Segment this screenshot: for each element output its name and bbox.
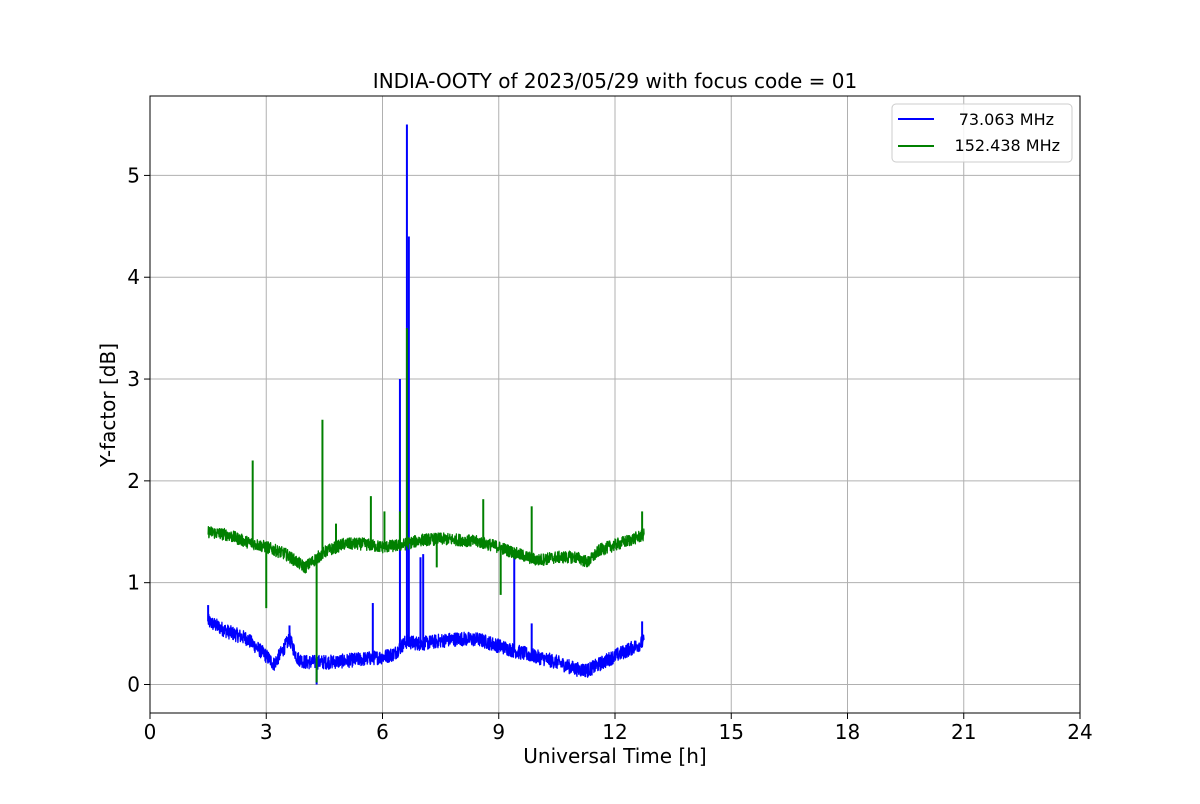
legend: 73.063 MHz 152.438 MHz [891, 103, 1073, 163]
x-tick-label: 24 [1067, 720, 1092, 744]
x-tick-label: 0 [144, 720, 157, 744]
y-tick-label: 4 [127, 265, 140, 289]
x-tick-label: 12 [602, 720, 627, 744]
x-tick-label: 9 [492, 720, 505, 744]
y-tick-label: 2 [127, 469, 140, 493]
series-line-0 [207, 614, 645, 678]
x-tick-label: 18 [835, 720, 860, 744]
x-tick-label: 3 [260, 720, 273, 744]
chart-title: INDIA-OOTY of 2023/05/29 with focus code… [373, 69, 857, 93]
x-axis-label: Universal Time [h] [523, 744, 706, 768]
legend-label-series-0: 73.063 MHz [959, 110, 1054, 129]
y-tick-label: 5 [127, 163, 140, 187]
x-tick-label: 21 [951, 720, 976, 744]
x-tick-label: 6 [376, 720, 389, 744]
y-tick-label: 1 [127, 571, 140, 595]
legend-label-series-1: 152.438 MHz [955, 136, 1060, 155]
y-tick-label: 0 [127, 672, 140, 696]
x-tick-label: 15 [719, 720, 744, 744]
series-line-1 [207, 526, 645, 574]
legend-box [891, 103, 1073, 163]
y-tick-label: 3 [127, 367, 140, 391]
series-layer [207, 124, 645, 685]
y-axis-label: Y-factor [dB] [96, 343, 120, 468]
